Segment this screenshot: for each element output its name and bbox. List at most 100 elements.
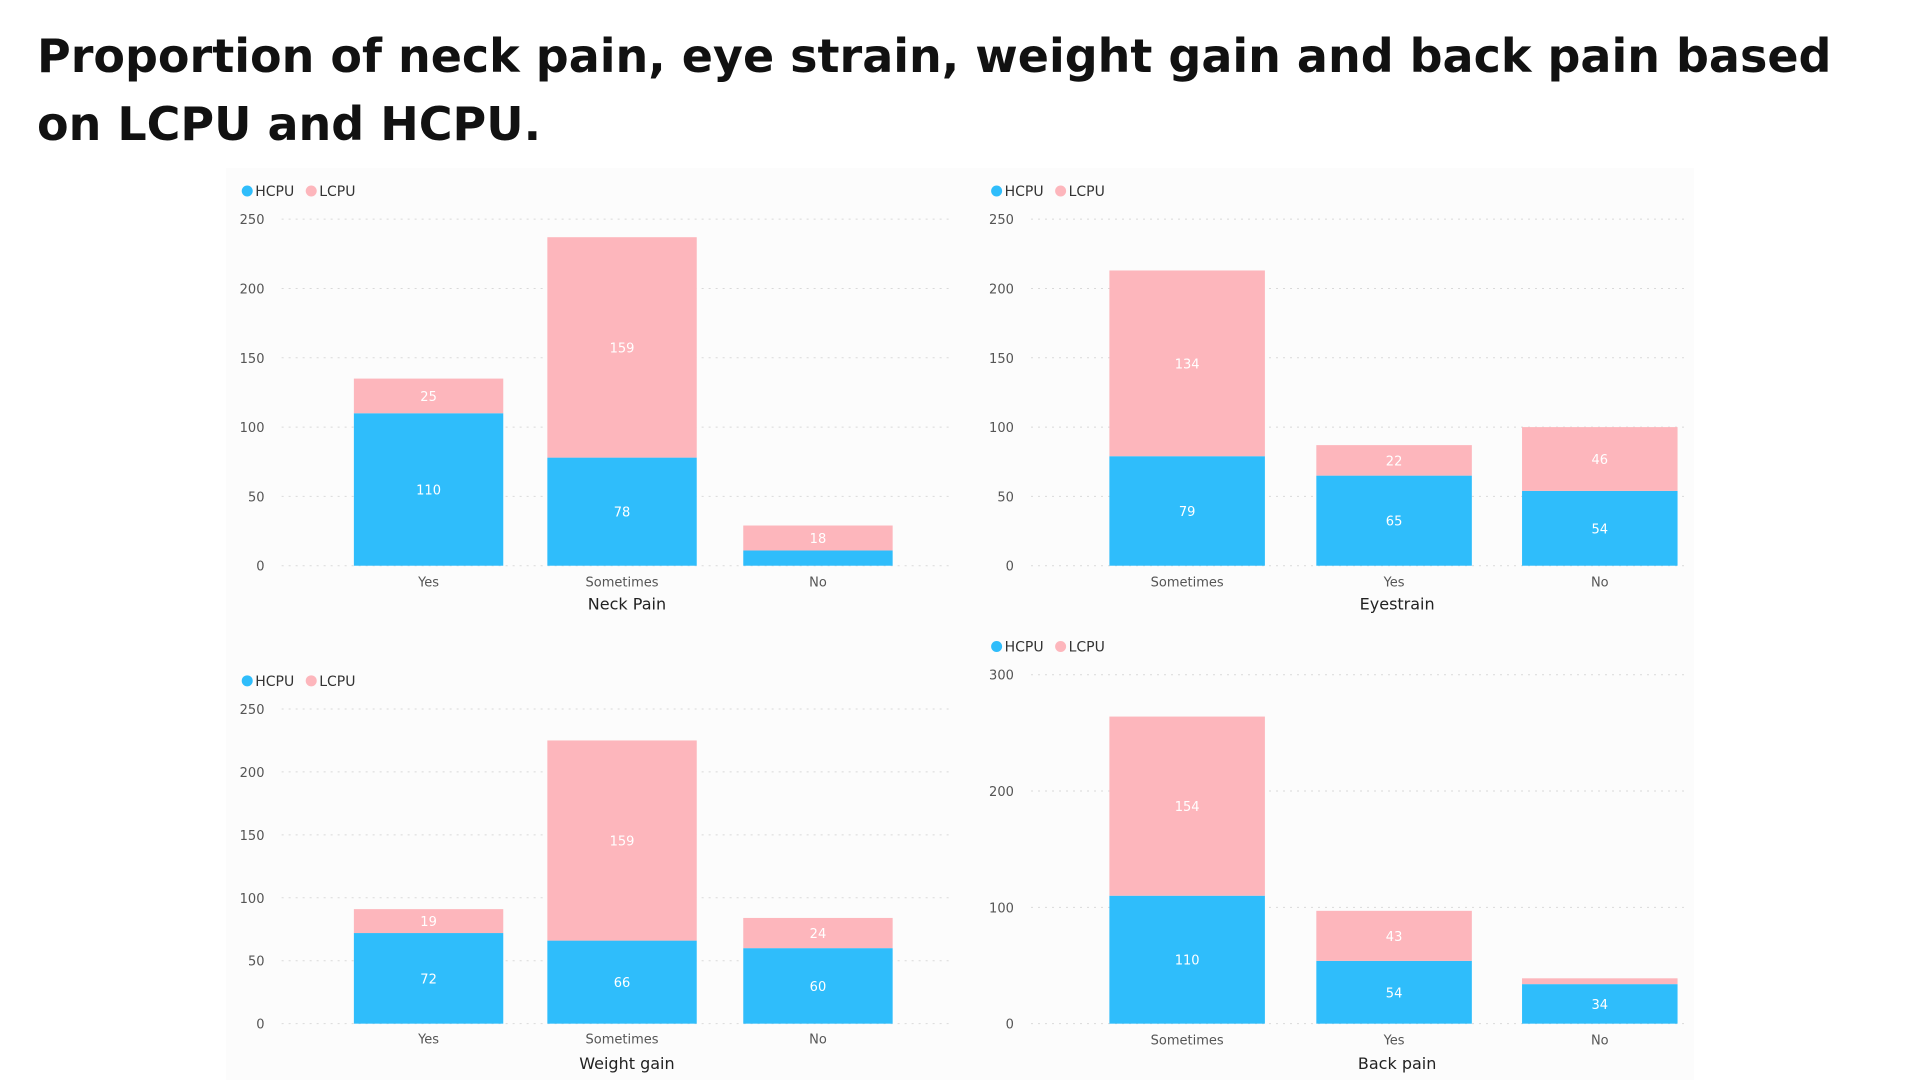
chart-0: HCPU LCPU 0 50 100 150 200 250 110 25 Yes 78 159 Some… xyxy=(240,184,953,614)
legend-label-hcpu: HCPU xyxy=(1005,640,1044,656)
bar-hcpu xyxy=(743,948,893,1024)
bar-lcpu xyxy=(1109,716,1265,896)
y-tick-label: 50 xyxy=(248,490,265,505)
bar-hcpu xyxy=(353,413,504,566)
y-tick-label: 200 xyxy=(240,282,265,297)
bar-hcpu xyxy=(1316,475,1472,566)
data-label: 34 xyxy=(1592,998,1609,1013)
bar-lcpu xyxy=(1316,910,1472,961)
y-tick-label: 50 xyxy=(248,955,265,970)
x-axis-title: Neck Pain xyxy=(588,595,666,614)
data-label: 159 xyxy=(610,341,635,356)
legend-marker-lcpu xyxy=(305,675,317,687)
x-tick-label: No xyxy=(1591,576,1609,591)
bar-lcpu xyxy=(547,740,697,941)
bar-hcpu xyxy=(1522,984,1678,1024)
y-tick-label: 0 xyxy=(256,1018,264,1033)
x-tick-label: Sometimes xyxy=(1151,576,1224,591)
data-label: 66 xyxy=(614,976,631,991)
y-tick-label: 0 xyxy=(256,560,264,575)
y-tick-label: 250 xyxy=(989,213,1014,228)
bar-lcpu xyxy=(1109,270,1265,457)
legend-label-hcpu: HCPU xyxy=(255,674,294,690)
legend-marker-hcpu xyxy=(991,641,1003,653)
bar-lcpu xyxy=(353,378,504,414)
x-tick-label: Yes xyxy=(417,576,439,591)
bar-lcpu xyxy=(353,909,504,934)
legend-label-hcpu: HCPU xyxy=(255,184,294,200)
x-tick-label: Yes xyxy=(1383,576,1405,591)
y-tick-label: 200 xyxy=(240,766,265,781)
bar-lcpu xyxy=(1522,978,1678,985)
legend-label-lcpu: LCPU xyxy=(1069,184,1105,200)
x-tick-label: No xyxy=(809,1032,827,1047)
data-label: 43 xyxy=(1386,930,1403,945)
data-label: 154 xyxy=(1175,800,1200,815)
y-tick-label: 150 xyxy=(240,352,265,367)
bar-lcpu xyxy=(743,525,893,551)
data-label: 159 xyxy=(610,835,635,850)
y-tick-label: 0 xyxy=(1006,560,1014,575)
legend-label-hcpu: HCPU xyxy=(1005,184,1044,200)
x-axis-title: Back pain xyxy=(1358,1054,1436,1073)
data-label: 19 xyxy=(420,915,437,930)
bar-lcpu xyxy=(547,237,697,458)
y-tick-label: 50 xyxy=(997,490,1014,505)
bar-hcpu xyxy=(1316,960,1472,1024)
data-label: 72 xyxy=(420,972,437,987)
y-tick-label: 250 xyxy=(240,213,265,228)
y-tick-label: 200 xyxy=(989,785,1014,800)
y-tick-label: 150 xyxy=(240,829,265,844)
y-tick-label: 0 xyxy=(1006,1018,1014,1033)
x-tick-label: No xyxy=(809,576,827,591)
bar-hcpu xyxy=(1109,456,1265,566)
bar-hcpu xyxy=(547,940,697,1024)
x-tick-label: Sometimes xyxy=(586,576,659,591)
data-label: 25 xyxy=(420,390,437,405)
x-axis-title: Eyestrain xyxy=(1360,595,1435,614)
legend-marker-lcpu xyxy=(1055,185,1067,197)
chart-3: HCPU LCPU 0 100 200 300 110 154 Sometimes 54 43 Yes… xyxy=(989,640,1685,1073)
data-label: 18 xyxy=(810,532,827,547)
data-label: 110 xyxy=(1175,954,1200,969)
y-tick-label: 300 xyxy=(989,669,1014,684)
x-tick-label: Yes xyxy=(1383,1034,1405,1049)
legend-marker-lcpu xyxy=(1055,641,1067,653)
y-tick-label: 100 xyxy=(989,421,1014,436)
legend-marker-lcpu xyxy=(305,185,317,197)
data-label: 54 xyxy=(1592,522,1609,537)
bar-hcpu xyxy=(743,550,893,566)
legend-label-lcpu: LCPU xyxy=(1069,640,1105,656)
bar-lcpu xyxy=(1316,445,1472,476)
legend-marker-hcpu xyxy=(991,185,1003,197)
y-tick-label: 100 xyxy=(989,901,1014,916)
x-tick-label: Sometimes xyxy=(1151,1034,1224,1049)
bar-hcpu xyxy=(547,457,697,566)
legend-label-lcpu: LCPU xyxy=(319,674,355,690)
y-tick-label: 250 xyxy=(240,703,265,718)
bar-hcpu xyxy=(1109,895,1265,1024)
x-tick-label: Sometimes xyxy=(586,1032,659,1047)
data-label: 60 xyxy=(810,980,827,995)
data-label: 24 xyxy=(810,927,827,942)
page-title: Proportion of neck pain, eye strain, wei… xyxy=(37,29,1832,151)
chart-1: HCPU LCPU 0 50 100 150 200 250 79 134 Sometimes 65 2… xyxy=(989,184,1685,614)
y-tick-label: 150 xyxy=(989,352,1014,367)
data-label: 134 xyxy=(1175,357,1200,372)
chart-2: HCPU LCPU 0 50 100 150 200 250 72 19 Yes 66 159 Somet… xyxy=(240,674,953,1073)
bar-hcpu xyxy=(353,933,504,1024)
legend-marker-hcpu xyxy=(241,675,253,687)
data-label: 54 xyxy=(1386,986,1403,1001)
bar-lcpu xyxy=(743,917,893,949)
bar-lcpu xyxy=(1522,427,1678,491)
legend-label-lcpu: LCPU xyxy=(319,184,355,200)
legend-marker-hcpu xyxy=(241,185,253,197)
data-label: 110 xyxy=(416,483,441,498)
data-label: 22 xyxy=(1386,454,1403,469)
y-tick-label: 100 xyxy=(240,421,265,436)
data-label: 79 xyxy=(1179,505,1196,520)
data-label: 65 xyxy=(1386,515,1403,530)
data-label: 46 xyxy=(1592,453,1609,468)
x-tick-label: Yes xyxy=(417,1032,439,1047)
